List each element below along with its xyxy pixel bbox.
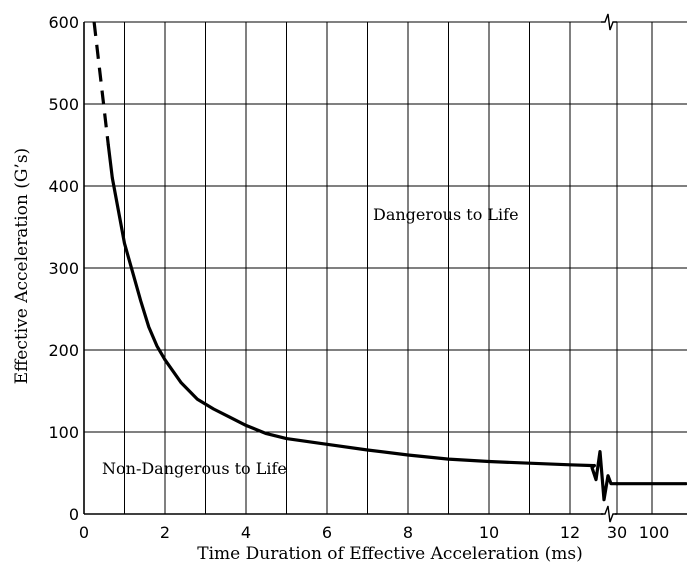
curve-segment-0	[106, 143, 596, 468]
annotation-dangerous: Dangerous to Life	[373, 205, 519, 224]
x-tick-label: 4	[241, 523, 251, 542]
curve-break-jog	[590, 450, 619, 502]
x-tick-label: 0	[79, 523, 89, 542]
x-tick-label: 12	[560, 523, 580, 542]
axis-break-bottom	[601, 505, 617, 523]
grid-lines	[84, 21, 687, 514]
x-tick-label: 10	[479, 523, 499, 542]
y-tick-label: 200	[48, 341, 79, 360]
axes	[83, 13, 687, 523]
y-tick-label: 300	[48, 259, 79, 278]
y-tick-label: 500	[48, 95, 79, 114]
y-tick-label: 100	[48, 423, 79, 442]
annotation-non-dangerous: Non-Dangerous to Life	[102, 459, 287, 478]
x-tick-label: 8	[403, 523, 413, 542]
y-tick-label: 0	[69, 505, 79, 524]
curve-layer	[92, 21, 687, 502]
y-tick-label: 400	[48, 177, 79, 196]
x-tick-label: 6	[322, 523, 332, 542]
x-tick-label: 100	[639, 523, 670, 542]
axis-break-top	[601, 13, 617, 31]
y-tick-label: 600	[48, 13, 79, 32]
dashed-curve-segment	[92, 21, 110, 146]
y-axis-title: Effective Acceleration (G’s)	[12, 148, 32, 384]
x-tick-label: 30	[607, 523, 627, 542]
tick-labels: 0 100 200 300 400 500 600 0 2 4 6 8 10 12 30 100	[48, 13, 669, 542]
x-axis-title: Time Duration of Effective Acceleration …	[197, 544, 583, 564]
x-tick-label: 2	[160, 523, 170, 542]
